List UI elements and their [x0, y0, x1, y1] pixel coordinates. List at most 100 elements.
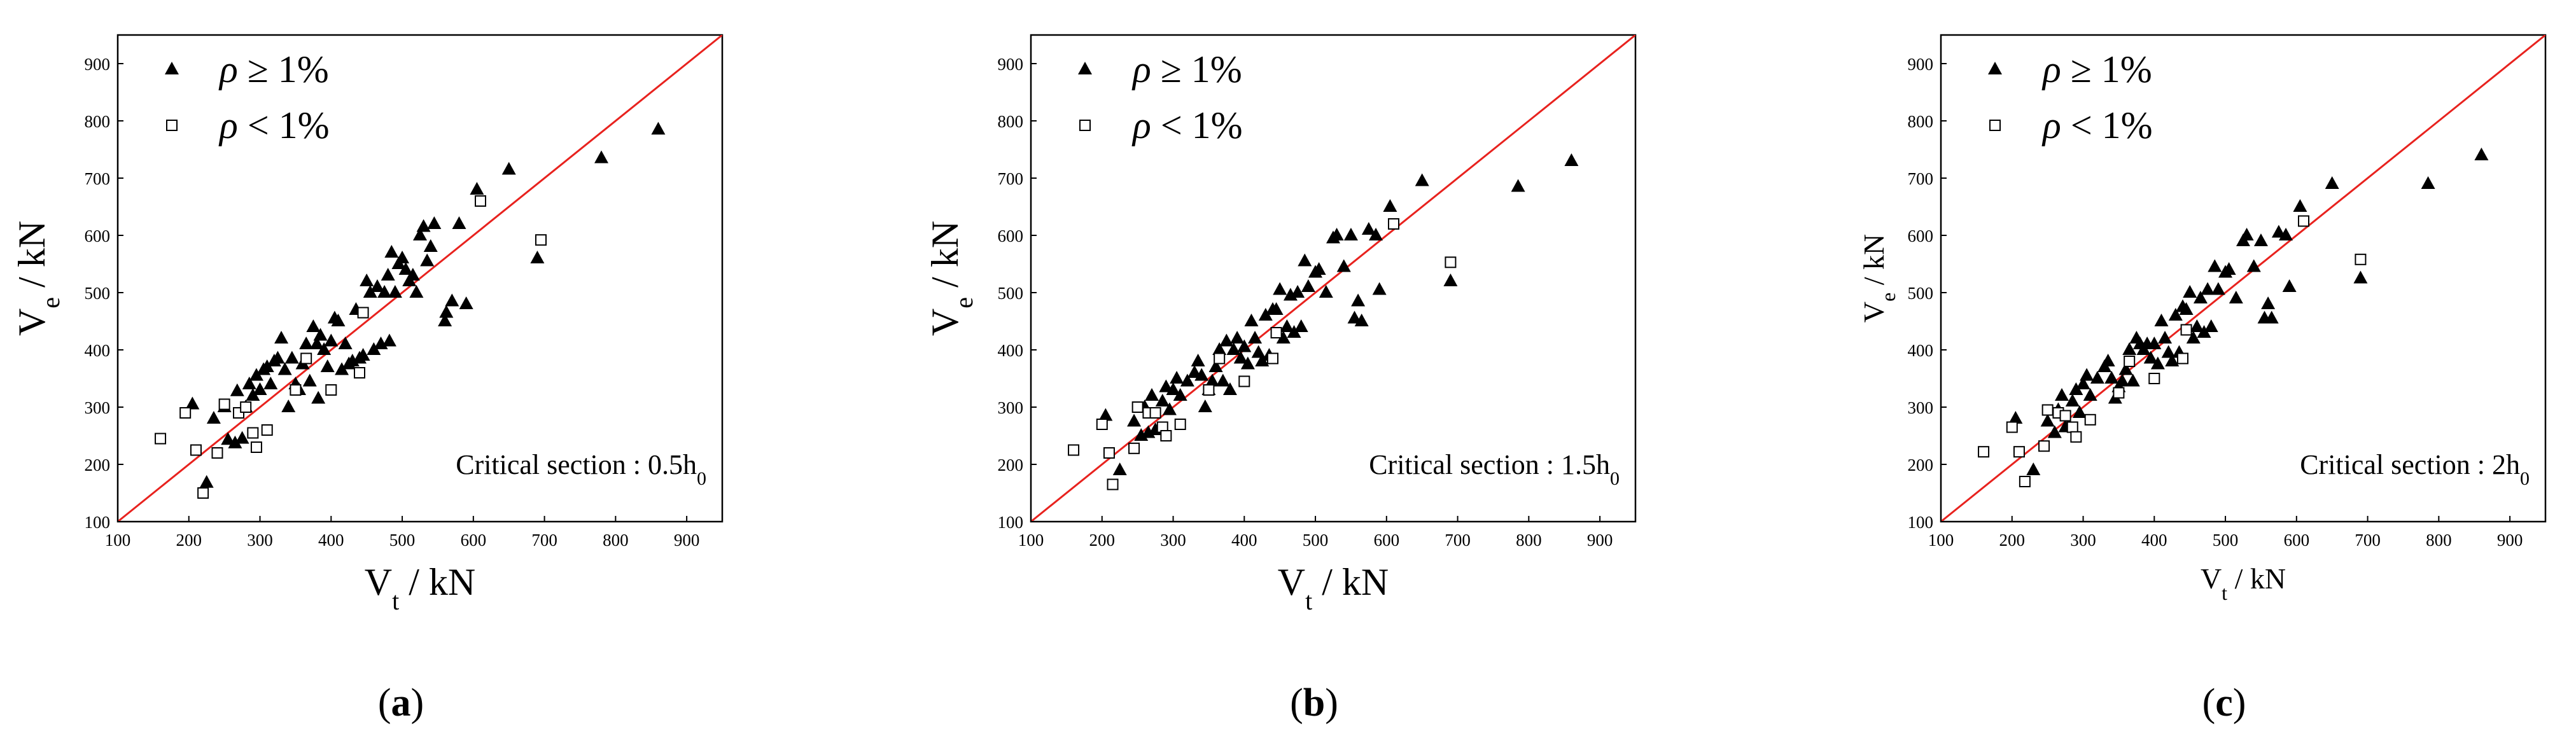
y-tick-label: 800 — [1908, 112, 1934, 131]
data-point-square — [2041, 404, 2054, 416]
data-point-square — [1103, 447, 1115, 459]
data-point-triangle — [501, 162, 516, 175]
data-point-square — [1238, 375, 1250, 387]
x-tick-label: 700 — [2355, 531, 2381, 550]
data-point-triangle — [1294, 319, 1308, 332]
data-point-triangle — [230, 383, 244, 396]
legend-label: ρ ≥ 1% — [218, 48, 329, 90]
y-axis-title-unit: / kN — [924, 221, 966, 297]
data-point-triangle — [439, 305, 454, 318]
data-point-square — [2148, 373, 2160, 384]
data-point-triangle — [2040, 413, 2055, 427]
y-tick-label: 500 — [998, 284, 1024, 303]
data-point-triangle — [1145, 388, 1159, 401]
data-point-triangle — [2122, 342, 2137, 355]
legend-rest: ≥ 1% — [1151, 48, 1242, 90]
data-point-triangle — [284, 351, 299, 364]
data-point-triangle — [363, 285, 377, 298]
data-point-square — [1203, 384, 1215, 396]
x-tick-label: 800 — [2426, 531, 2452, 550]
data-point-triangle — [1415, 173, 1429, 186]
data-point-square — [535, 234, 547, 246]
critical-section-annotation: Critical section : 0.5h0 — [456, 449, 706, 489]
data-point-square — [1128, 442, 1140, 454]
data-point-triangle — [2076, 377, 2090, 389]
legend-label: ρ < 1% — [218, 104, 330, 146]
legend-rest: < 1% — [238, 104, 330, 146]
data-point-square — [1388, 218, 1399, 230]
data-point-triangle — [1194, 368, 1209, 381]
data-point-triangle — [2069, 382, 2083, 395]
y-axis-title-unit: / kN — [1858, 234, 1890, 293]
y-tick-label: 500 — [85, 284, 111, 303]
data-point-square — [2180, 324, 2192, 336]
x-tick-label: 900 — [2497, 531, 2523, 550]
data-point-square — [218, 398, 230, 410]
data-point-triangle — [2118, 362, 2133, 375]
data-point-triangle — [1173, 388, 1187, 401]
data-point-triangle — [2183, 285, 2197, 298]
series-rho-lt-1pct — [1068, 218, 1457, 490]
data-point-triangle — [2474, 148, 2489, 160]
data-point-triangle — [2080, 368, 2094, 381]
y-axis-title-unit: / kN — [11, 221, 53, 297]
data-point-triangle — [299, 337, 314, 349]
x-tick-label: 500 — [1303, 531, 1329, 550]
data-point-square — [1978, 446, 1990, 458]
data-point-square — [357, 307, 369, 319]
data-point-triangle — [382, 333, 396, 347]
data-point-triangle — [1383, 199, 1397, 212]
data-point-triangle — [1255, 354, 1270, 366]
data-point-triangle — [423, 239, 438, 252]
data-point-triangle — [2072, 405, 2087, 418]
y-axis-title-sub: e — [36, 297, 65, 309]
panel-label-close: ) — [411, 681, 424, 725]
data-point-triangle — [221, 432, 235, 445]
data-point-triangle — [2239, 228, 2254, 240]
data-point-triangle — [206, 411, 221, 424]
data-point-triangle — [2104, 371, 2119, 384]
x-axis-title-main: V — [2201, 562, 2222, 595]
y-axis-title-main: V — [924, 309, 966, 336]
legend-symbol: ρ — [2041, 48, 2061, 90]
x-axis-title-main: V — [365, 561, 392, 603]
annotation-text: Critical section : 0.5h — [456, 449, 697, 480]
data-point-triangle — [270, 351, 285, 364]
panel-label-close: ) — [2233, 681, 2246, 725]
data-point-triangle — [2047, 425, 2062, 438]
y-tick-label: 400 — [1908, 341, 1934, 360]
x-tick-label: 200 — [1999, 531, 2026, 550]
data-point-square — [2066, 421, 2078, 433]
legend-symbol: ρ — [1131, 48, 1151, 90]
data-point-square — [2124, 356, 2136, 367]
data-point-triangle — [1198, 399, 1212, 412]
data-point-triangle — [405, 268, 420, 281]
data-point-triangle — [377, 285, 392, 298]
data-point-triangle — [228, 435, 242, 448]
panel-label-letter: c — [2215, 681, 2233, 725]
x-tick-label: 800 — [603, 531, 629, 550]
data-point-square — [1149, 407, 1161, 419]
data-point-square — [2298, 215, 2309, 227]
data-point-triangle — [1166, 382, 1180, 395]
data-point-square — [250, 441, 262, 453]
x-axis-title: Vt / kN — [2201, 562, 2286, 604]
series-rho-ge-1pct — [1098, 153, 1579, 475]
data-point-triangle — [2197, 325, 2211, 338]
series-rho-lt-1pct — [155, 195, 547, 499]
data-point-triangle — [1180, 373, 1194, 387]
y-tick-label: 800 — [998, 112, 1024, 131]
x-tick-label: 300 — [2070, 531, 2096, 550]
x-axis-title-unit: / kN — [399, 561, 475, 603]
data-point-triangle — [2090, 371, 2104, 384]
data-point-triangle — [281, 399, 296, 412]
y-tick-label: 100 — [1908, 513, 1934, 532]
data-point-triangle — [331, 314, 346, 326]
series-rho-lt-1pct — [1978, 215, 2367, 487]
data-point-triangle — [1215, 373, 1230, 387]
data-point-triangle — [242, 377, 256, 389]
data-point-triangle — [1208, 359, 1223, 372]
data-point-square — [1445, 256, 1457, 268]
data-point-triangle — [1319, 285, 1333, 298]
